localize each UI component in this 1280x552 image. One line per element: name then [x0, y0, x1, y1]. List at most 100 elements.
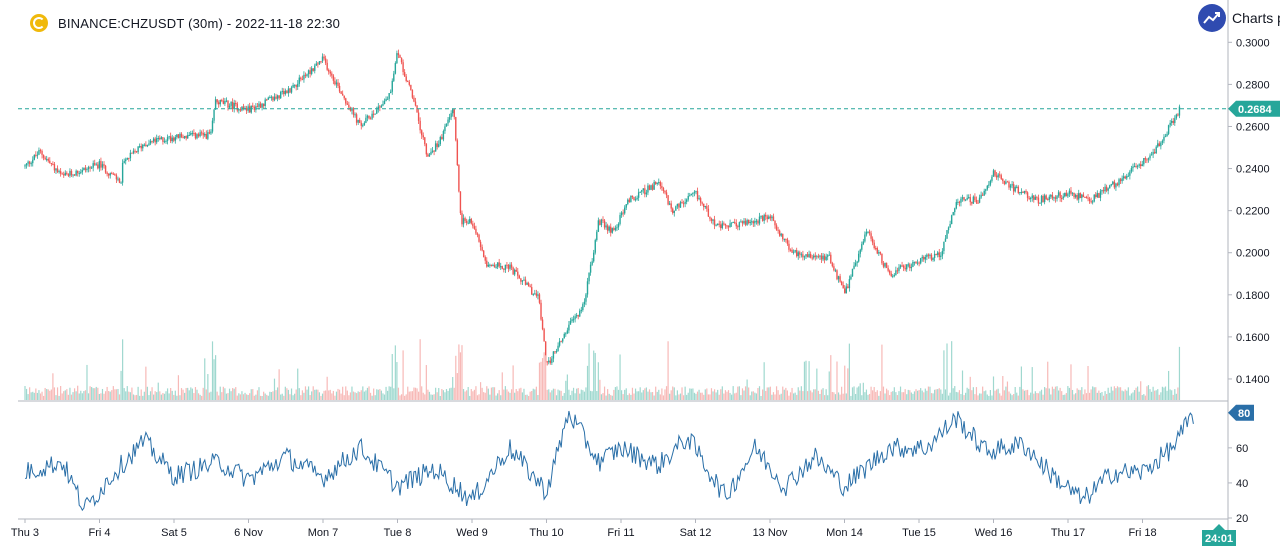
- candle-body: [355, 114, 358, 123]
- candle-body: [757, 220, 759, 224]
- candle-body: [394, 63, 397, 74]
- volume-bar: [577, 387, 579, 400]
- candle-body: [503, 268, 505, 270]
- volume-bar: [182, 389, 184, 400]
- volume-bar: [417, 391, 420, 400]
- candle-body: [966, 197, 968, 200]
- candle-body: [828, 254, 830, 256]
- volume-bar: [569, 395, 572, 400]
- volume-bar: [1073, 394, 1075, 400]
- volume-bar: [806, 391, 809, 400]
- volume-bar: [266, 394, 268, 400]
- candle-body: [81, 169, 84, 173]
- volume-bar: [783, 389, 785, 400]
- candle-body: [346, 103, 349, 105]
- volume-bar: [393, 388, 395, 400]
- candle-body: [1003, 181, 1006, 184]
- candle-body: [481, 247, 483, 251]
- candle-body: [892, 275, 894, 277]
- candle-body: [912, 261, 914, 267]
- candle-body: [1119, 179, 1122, 182]
- volume-bar: [1166, 390, 1168, 400]
- volume-bar: [187, 387, 189, 400]
- volume-bar: [890, 391, 892, 400]
- volume-bar: [988, 395, 990, 400]
- volume-bar: [915, 389, 917, 400]
- candle-body: [1135, 166, 1137, 168]
- volume-bar: [954, 386, 956, 400]
- candle-body: [761, 216, 764, 221]
- volume-bar: [576, 388, 578, 400]
- volume-bar: [757, 387, 759, 400]
- candle-body: [704, 206, 706, 208]
- volume-bar: [951, 341, 953, 400]
- volume-bar: [628, 393, 630, 400]
- volume-bar: [997, 388, 999, 400]
- candle-body: [713, 219, 716, 226]
- candle-body: [1132, 166, 1134, 169]
- volume-bar: [326, 376, 328, 400]
- volume-bar: [424, 394, 426, 400]
- volume-bar: [52, 373, 54, 400]
- volume-bar: [1056, 386, 1058, 400]
- volume-bar: [1144, 395, 1146, 400]
- volume-bar: [642, 390, 644, 400]
- volume-bar: [820, 389, 823, 400]
- volume-bar: [614, 387, 616, 400]
- volume-bar: [1157, 389, 1159, 400]
- volume-bar: [1087, 365, 1089, 400]
- candle-body: [854, 263, 857, 266]
- candle-body: [420, 130, 423, 136]
- candle-body: [171, 137, 173, 142]
- volume-bar: [958, 390, 961, 400]
- volume-bar: [1016, 392, 1018, 400]
- volume-bar: [174, 390, 176, 400]
- candle-body: [650, 185, 652, 190]
- volume-bar: [788, 395, 790, 400]
- volume-bar: [526, 394, 528, 400]
- candle-body: [1085, 197, 1088, 199]
- candle-body: [369, 118, 372, 120]
- candle-body: [718, 223, 720, 225]
- candle-body: [526, 282, 528, 285]
- volume-bar: [775, 386, 778, 400]
- candle-body: [1118, 179, 1120, 186]
- volume-bar: [416, 388, 418, 400]
- candle-body: [146, 144, 149, 147]
- candle-body: [994, 170, 996, 176]
- volume-bar: [563, 393, 565, 400]
- volume-bar: [692, 388, 694, 400]
- candle-body: [591, 261, 593, 265]
- candle-body: [712, 219, 714, 221]
- candle-body: [512, 267, 514, 275]
- candle-body: [368, 115, 370, 119]
- volume-bar: [678, 394, 680, 400]
- candle-body: [431, 150, 434, 152]
- candle-body: [611, 228, 613, 233]
- volume-bar: [236, 395, 238, 400]
- volume-bar: [1121, 390, 1123, 400]
- volume-bar: [600, 394, 603, 400]
- candle-body: [66, 172, 68, 175]
- brand-badge[interactable]: Charts p: [1198, 4, 1280, 32]
- candle-body: [597, 220, 600, 232]
- volume-bar: [83, 391, 85, 400]
- volume-bar: [789, 392, 792, 400]
- volume-bar: [765, 390, 767, 400]
- candle-body: [1099, 191, 1102, 198]
- candle-body: [338, 85, 341, 92]
- candle-body: [856, 261, 858, 264]
- candle-body: [1164, 136, 1167, 138]
- volume-bar: [727, 390, 730, 400]
- volume-bar: [145, 366, 147, 400]
- volume-bar: [170, 388, 172, 400]
- volume-bar: [633, 393, 635, 400]
- candle-body: [735, 222, 737, 227]
- candle-body: [292, 85, 294, 88]
- volume-bar: [162, 393, 164, 400]
- candle-body: [864, 234, 866, 242]
- volume-bar: [1168, 370, 1170, 400]
- volume-bar: [343, 395, 345, 400]
- candle-body: [218, 102, 220, 105]
